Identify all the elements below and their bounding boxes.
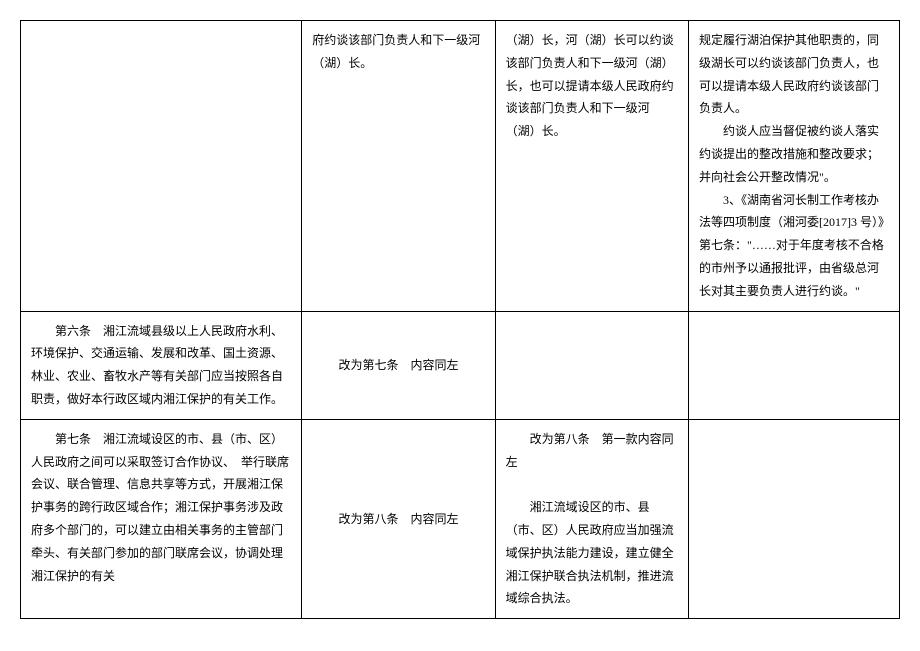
cell-r2-c4	[689, 311, 900, 419]
comparison-table: 府约谈该部门负责人和下一级河（湖）长。 （湖）长，河（湖）长可以约谈该部门负责人…	[20, 20, 900, 619]
cell-r1-c4: 规定履行湖泊保护其他职责的，同级湖长可以约谈该部门负责人，也可以提请本级人民政府…	[689, 21, 900, 312]
cell-r2-c2: 改为第七条 内容同左	[302, 311, 495, 419]
cell-r3-c1: 第七条 湘江流域设区的市、县（市、区）人民政府之间可以采取签订合作协议、 举行联…	[21, 419, 302, 618]
cell-text: 第六条 湘江流域县级以上人民政府水利、环境保护、交通运输、发展和改革、国土资源、…	[31, 320, 291, 411]
cell-r1-c2: 府约谈该部门负责人和下一级河（湖）长。	[302, 21, 495, 312]
cell-r3-c4	[689, 419, 900, 618]
cell-text: 3、《湖南省河长制工作考核办法等四项制度（湘河委[2017]3 号）》第七条："…	[699, 189, 889, 303]
cell-r3-c3: 改为第八条 第一款内容同左 湘江流域设区的市、县（市、区）人民政府应当加强流域保…	[495, 419, 688, 618]
cell-r1-c3: （湖）长，河（湖）长可以约谈该部门负责人和下一级河（湖）长，也可以提请本级人民政…	[495, 21, 688, 312]
cell-text: 湘江流域设区的市、县（市、区）人民政府应当加强流域保护执法能力建设，建立健全湘江…	[506, 496, 678, 610]
cell-r2-c3	[495, 311, 688, 419]
cell-r2-c1: 第六条 湘江流域县级以上人民政府水利、环境保护、交通运输、发展和改革、国土资源、…	[21, 311, 302, 419]
cell-text: 第七条 湘江流域设区的市、县（市、区）人民政府之间可以采取签订合作协议、 举行联…	[31, 428, 291, 588]
cell-r3-c2: 改为第八条 内容同左	[302, 419, 495, 618]
cell-text: 约谈人应当督促被约谈人落实约谈提出的整改措施和整改要求；并向社会公开整改情况"。	[699, 120, 889, 188]
table-row: 第七条 湘江流域设区的市、县（市、区）人民政府之间可以采取签订合作协议、 举行联…	[21, 419, 900, 618]
cell-text: 规定履行湖泊保护其他职责的，同级湖长可以约谈该部门负责人，也可以提请本级人民政府…	[699, 33, 879, 115]
cell-r1-c1	[21, 21, 302, 312]
table-row: 第六条 湘江流域县级以上人民政府水利、环境保护、交通运输、发展和改革、国土资源、…	[21, 311, 900, 419]
cell-text: 改为第八条 第一款内容同左	[506, 428, 678, 474]
table-row: 府约谈该部门负责人和下一级河（湖）长。 （湖）长，河（湖）长可以约谈该部门负责人…	[21, 21, 900, 312]
